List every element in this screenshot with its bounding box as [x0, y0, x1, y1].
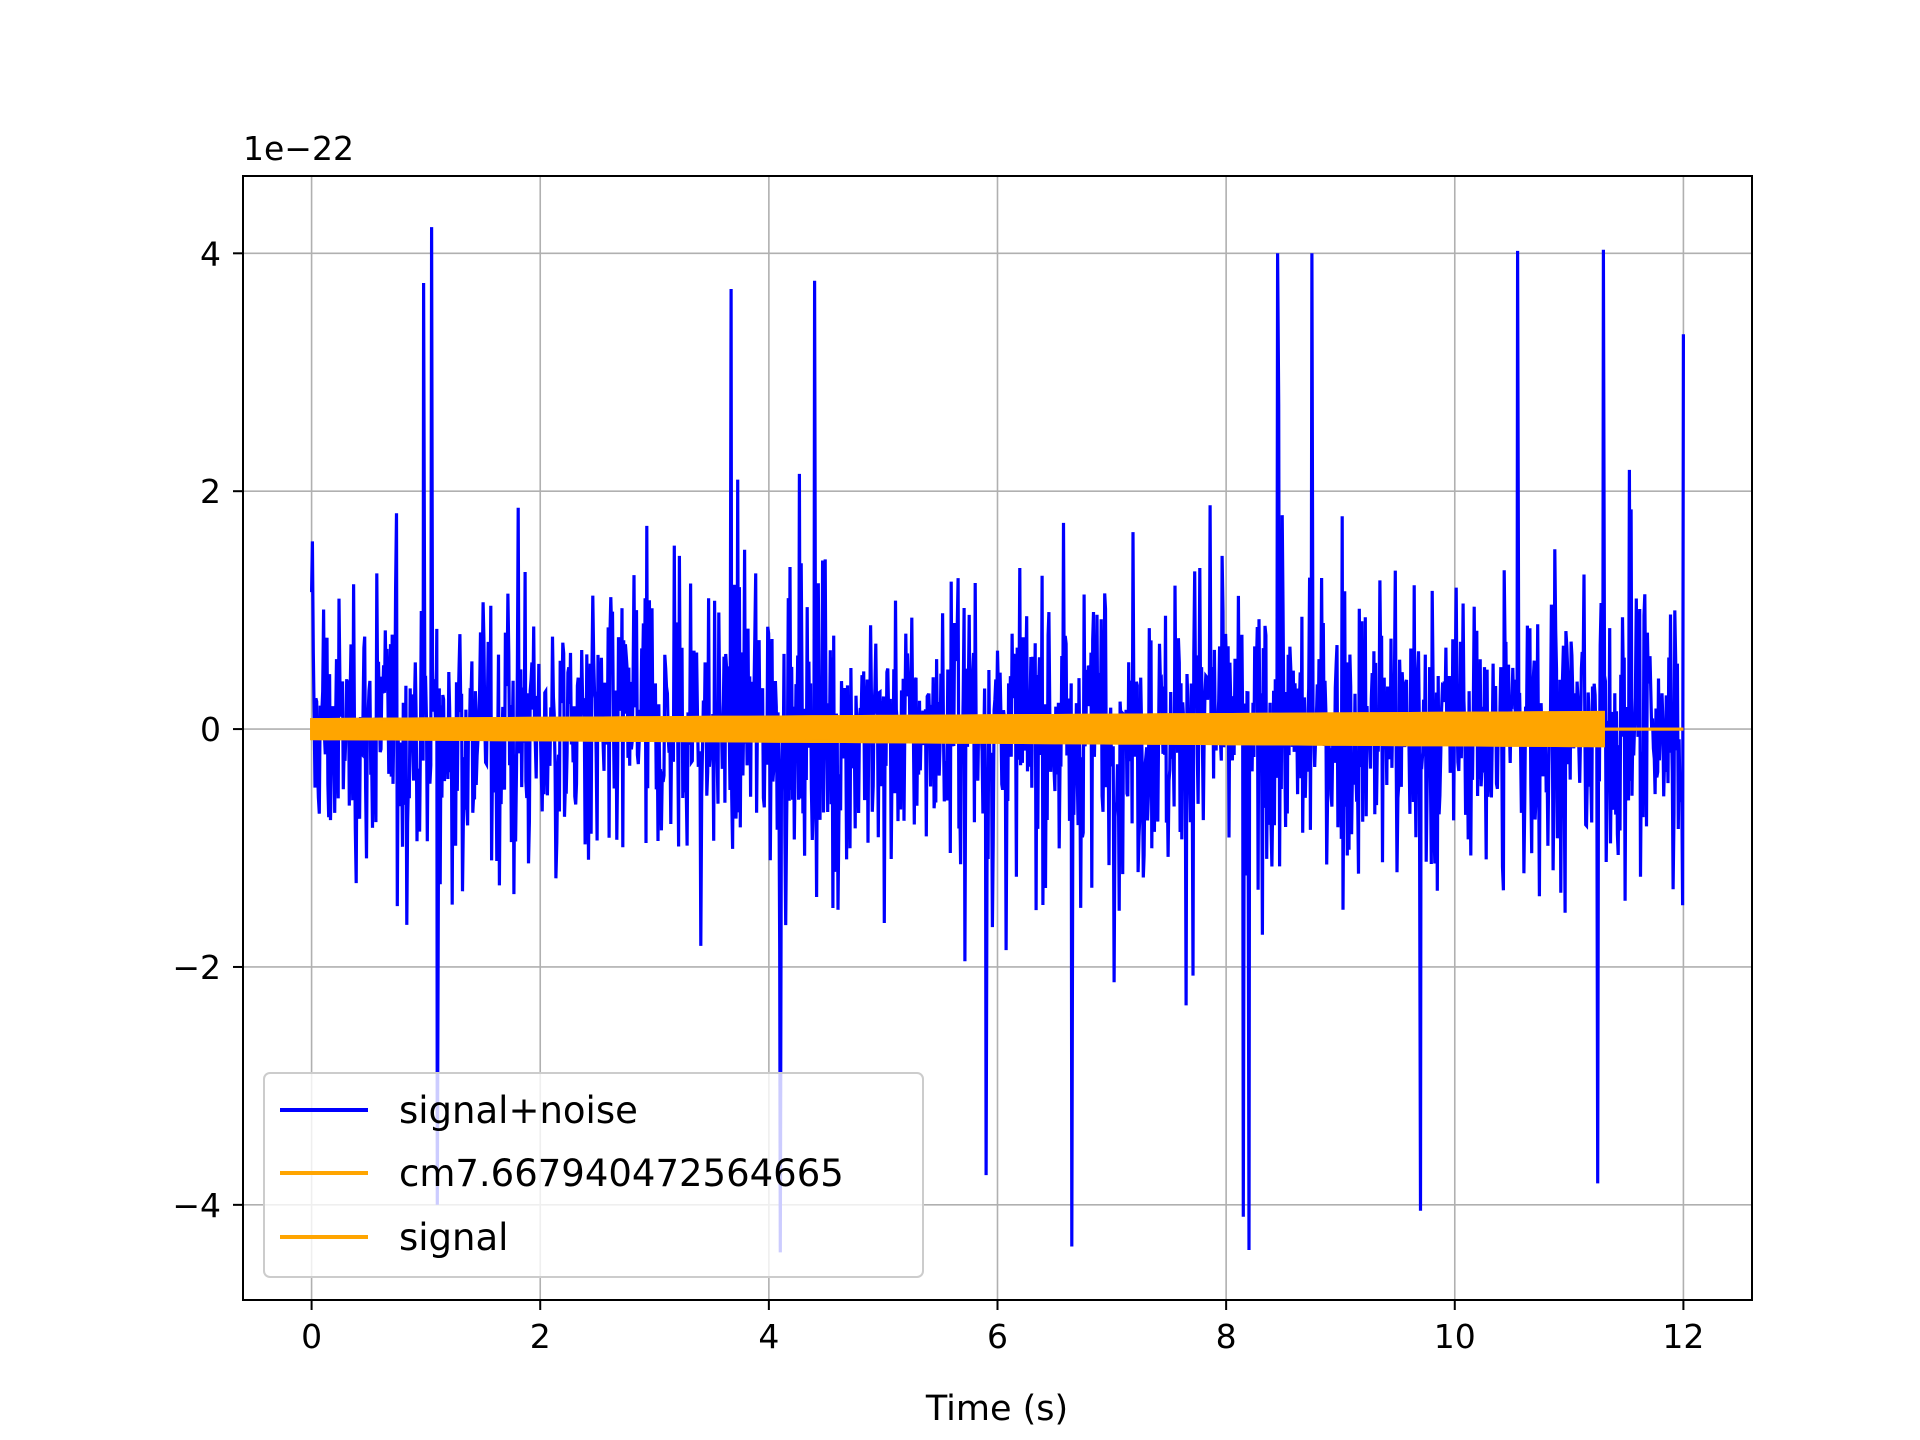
y-tick-label: 2	[200, 472, 221, 511]
axis-ticks: 0 2 4 6 8 10 12 −4 −2 0 2 4	[172, 234, 1704, 1356]
series-band-2	[310, 710, 1605, 748]
y-tick-label: −2	[172, 948, 221, 987]
x-axis-label: Time (s)	[925, 1389, 1068, 1429]
legend-label-cm: cm7.667940472564665	[399, 1152, 844, 1195]
legend-label-signal-noise: signal+noise	[399, 1089, 638, 1132]
x-tick-label: 4	[758, 1317, 779, 1356]
y-tick-label: −4	[172, 1186, 221, 1225]
x-tick-label: 8	[1216, 1317, 1237, 1356]
series-layer	[310, 227, 1685, 1253]
x-tick-label: 0	[301, 1317, 322, 1356]
legend-label-signal: signal	[399, 1216, 508, 1259]
x-tick-label: 6	[987, 1317, 1008, 1356]
x-tick-label: 2	[530, 1317, 551, 1356]
legend: signal+noise cm7.667940472564665 signal	[263, 1072, 924, 1278]
y-tick-label: 0	[200, 710, 221, 749]
x-tick-label: 10	[1434, 1317, 1476, 1356]
y-offset-label: 1e−22	[243, 129, 354, 168]
legend-box	[263, 1072, 924, 1278]
y-tick-label: 4	[200, 234, 221, 273]
x-tick-label: 12	[1662, 1317, 1704, 1356]
